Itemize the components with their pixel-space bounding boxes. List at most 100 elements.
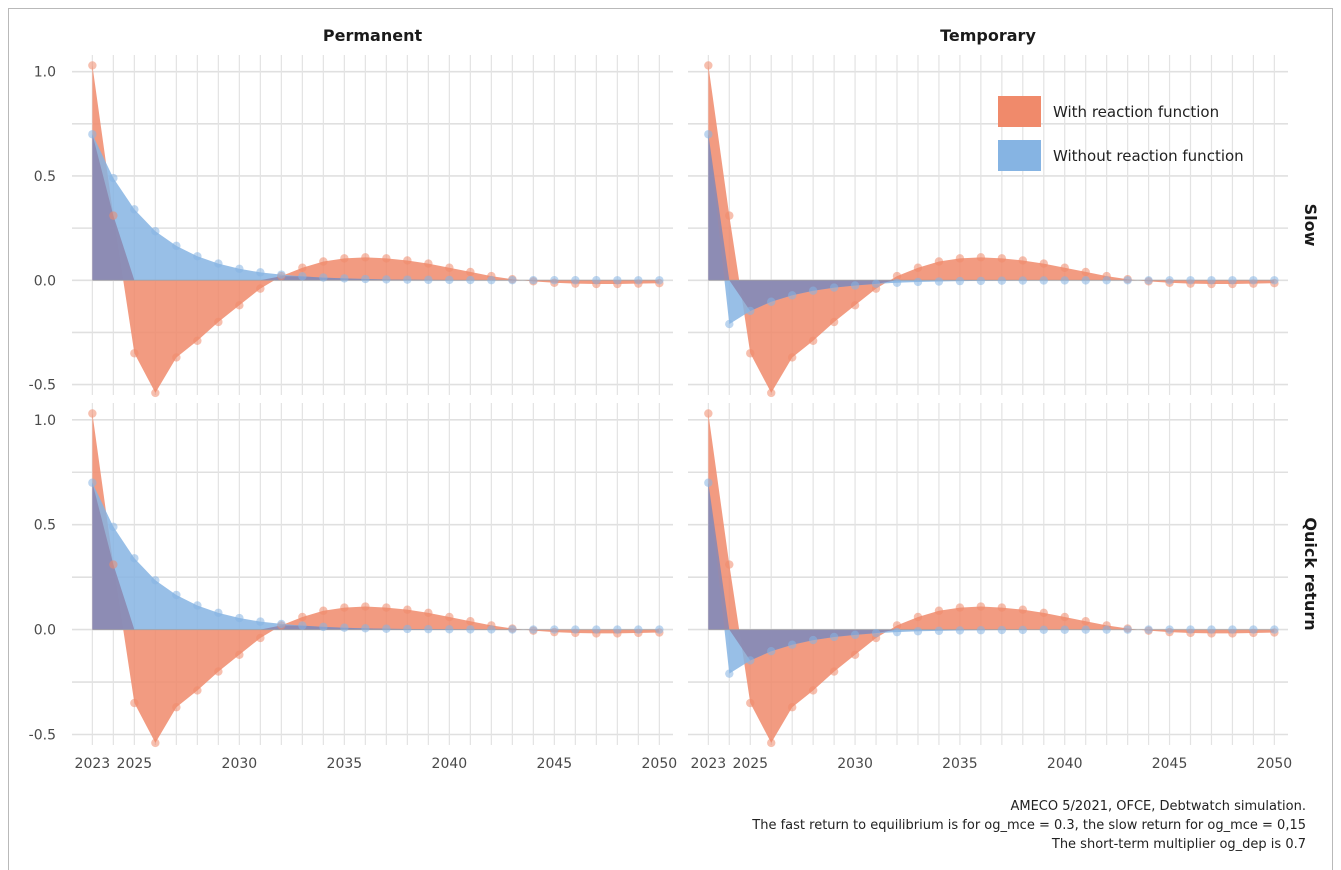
point-without-reaction bbox=[1081, 276, 1090, 285]
point-without-reaction bbox=[1270, 625, 1279, 634]
point-with-reaction bbox=[172, 703, 181, 712]
point-without-reaction bbox=[892, 278, 902, 287]
point-without-reaction bbox=[319, 273, 328, 282]
panel-permanent-slow bbox=[72, 55, 673, 398]
panels bbox=[72, 55, 1288, 748]
point-without-reaction bbox=[934, 277, 944, 286]
point-without-reaction bbox=[88, 130, 97, 139]
point-without-reaction bbox=[1081, 625, 1090, 634]
point-with-reaction bbox=[1018, 605, 1028, 614]
point-without-reaction bbox=[193, 252, 202, 261]
y-tick-label: 0.5 bbox=[34, 169, 56, 185]
x-tick-label: 2035 bbox=[942, 756, 978, 772]
point-with-reaction bbox=[382, 603, 391, 612]
point-without-reaction bbox=[1102, 625, 1111, 634]
point-with-reaction bbox=[704, 409, 713, 418]
point-without-reaction bbox=[1165, 625, 1174, 634]
legend-label-without: Without reaction function bbox=[1053, 147, 1244, 165]
point-without-reaction bbox=[871, 279, 881, 289]
point-without-reaction bbox=[1039, 276, 1048, 285]
point-without-reaction bbox=[955, 626, 965, 635]
legend-swatch-with bbox=[998, 96, 1041, 127]
point-without-reaction bbox=[1123, 625, 1132, 634]
point-without-reaction bbox=[1228, 625, 1237, 634]
point-without-reaction bbox=[1207, 276, 1216, 285]
point-with-reaction bbox=[1018, 256, 1028, 265]
point-with-reaction bbox=[955, 254, 965, 263]
point-without-reaction bbox=[592, 625, 601, 634]
y-tick-label: 0.0 bbox=[34, 623, 56, 639]
point-with-reaction bbox=[382, 254, 391, 263]
point-without-reaction bbox=[767, 297, 776, 306]
x-tick-label: 2040 bbox=[1047, 756, 1083, 772]
point-without-reaction bbox=[976, 626, 986, 635]
point-without-reaction bbox=[913, 277, 923, 287]
point-without-reaction bbox=[934, 626, 944, 636]
point-without-reaction bbox=[466, 275, 475, 285]
point-with-reaction bbox=[319, 257, 328, 266]
point-without-reaction bbox=[808, 286, 818, 295]
point-without-reaction bbox=[829, 283, 839, 292]
point-without-reaction bbox=[319, 622, 328, 632]
point-with-reaction bbox=[725, 560, 734, 569]
point-with-reaction bbox=[361, 253, 370, 262]
point-without-reaction bbox=[340, 623, 349, 632]
point-with-reaction bbox=[298, 612, 307, 622]
point-with-reaction bbox=[319, 606, 328, 615]
point-without-reaction bbox=[571, 276, 580, 285]
x-tick-label: 2030 bbox=[837, 756, 873, 772]
point-without-reaction bbox=[892, 627, 902, 637]
point-with-reaction bbox=[746, 698, 755, 708]
point-without-reaction bbox=[151, 576, 160, 585]
point-with-reaction bbox=[193, 686, 202, 695]
point-with-reaction bbox=[767, 388, 776, 398]
area-overlap bbox=[708, 482, 1275, 661]
point-with-reaction bbox=[193, 336, 202, 345]
point-with-reaction bbox=[1081, 267, 1090, 277]
point-without-reaction bbox=[976, 276, 986, 286]
point-with-reaction bbox=[256, 633, 265, 643]
area-with-reaction bbox=[92, 65, 660, 393]
point-with-reaction bbox=[913, 263, 923, 272]
point-without-reaction bbox=[529, 276, 538, 285]
caption-line-3: The short-term multiplier og_dep is 0.7 bbox=[1051, 837, 1306, 852]
x-tick-label: 2023 bbox=[691, 756, 727, 772]
point-without-reaction bbox=[1186, 276, 1195, 285]
point-without-reaction bbox=[487, 625, 496, 634]
point-without-reaction bbox=[550, 625, 559, 634]
panel-permanent-quick-return bbox=[72, 403, 673, 748]
point-with-reaction bbox=[172, 353, 181, 362]
point-without-reaction bbox=[403, 275, 412, 284]
point-with-reaction bbox=[829, 317, 839, 327]
point-without-reaction bbox=[1102, 276, 1111, 285]
point-without-reaction bbox=[1249, 276, 1258, 285]
point-without-reaction bbox=[1186, 625, 1195, 634]
point-without-reaction bbox=[130, 554, 139, 563]
x-tick-label: 2040 bbox=[432, 756, 468, 772]
point-with-reaction bbox=[466, 617, 475, 626]
point-without-reaction bbox=[746, 306, 755, 316]
point-without-reaction bbox=[997, 625, 1007, 635]
point-without-reaction bbox=[1018, 276, 1028, 285]
point-without-reaction bbox=[382, 624, 391, 633]
point-without-reaction bbox=[704, 478, 713, 487]
point-without-reaction bbox=[1270, 276, 1279, 285]
point-with-reaction bbox=[808, 686, 818, 695]
point-without-reaction bbox=[634, 625, 643, 634]
point-without-reaction bbox=[298, 272, 307, 281]
y-tick-label: -0.5 bbox=[29, 378, 56, 394]
point-without-reaction bbox=[1249, 625, 1258, 634]
point-without-reaction bbox=[445, 275, 454, 285]
point-without-reaction bbox=[424, 275, 433, 285]
point-without-reaction bbox=[340, 274, 349, 283]
point-with-reaction bbox=[934, 606, 944, 615]
point-without-reaction bbox=[787, 640, 797, 649]
point-without-reaction bbox=[235, 264, 244, 274]
point-without-reaction bbox=[913, 627, 923, 636]
point-with-reaction bbox=[340, 603, 349, 612]
point-with-reaction bbox=[235, 301, 244, 310]
point-without-reaction bbox=[277, 270, 286, 279]
point-without-reaction bbox=[550, 276, 559, 285]
point-with-reaction bbox=[298, 263, 307, 272]
x-tick-label: 2030 bbox=[222, 756, 258, 772]
